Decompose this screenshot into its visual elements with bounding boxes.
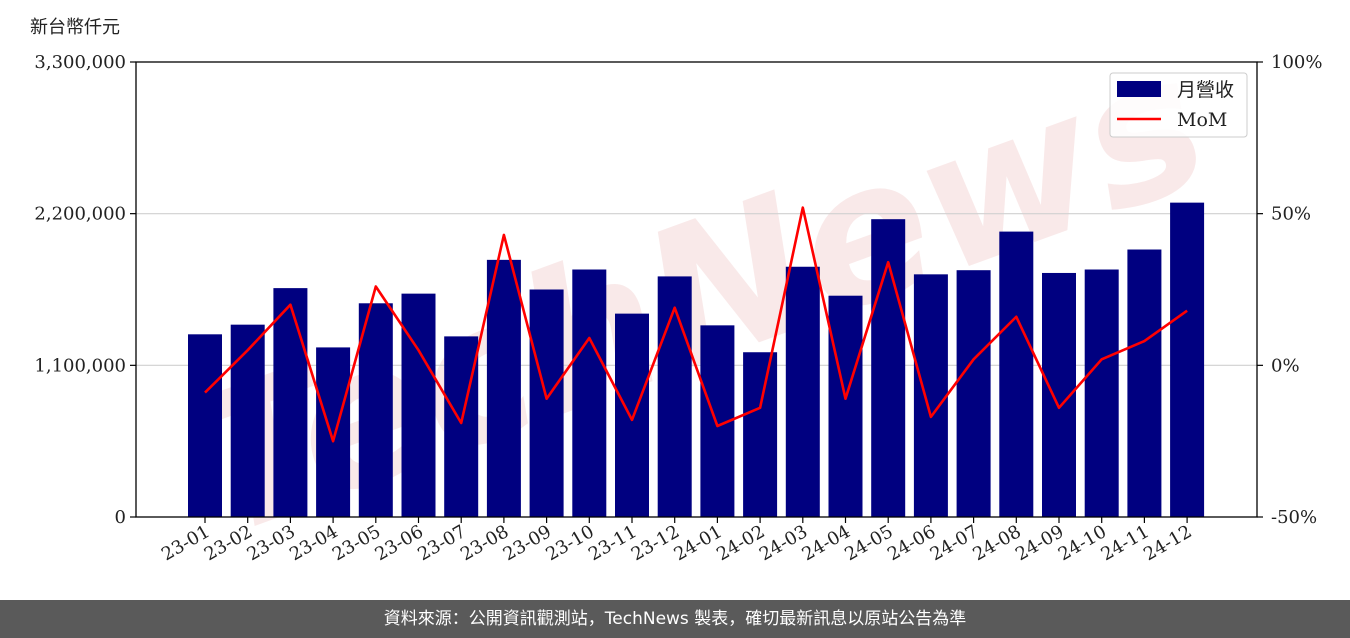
mom-line bbox=[204, 206, 1188, 443]
x-tick-label: 24-11 bbox=[1097, 521, 1152, 565]
x-tick-label: 24-09 bbox=[1012, 521, 1067, 565]
legend-bar-label: 月營收 bbox=[1177, 79, 1234, 101]
bar bbox=[871, 219, 906, 517]
x-tick-label: 24-06 bbox=[884, 521, 939, 565]
bar bbox=[743, 352, 778, 517]
bar bbox=[486, 259, 521, 517]
bar bbox=[273, 288, 308, 517]
bar-series bbox=[188, 202, 1205, 518]
bar bbox=[358, 303, 393, 517]
x-tick-label: 23-01 bbox=[158, 521, 213, 565]
bar bbox=[956, 270, 991, 517]
x-tick-label: 24-05 bbox=[841, 521, 896, 565]
bar bbox=[401, 293, 436, 517]
right-tick-label: 100% bbox=[1271, 52, 1322, 73]
x-tick-label: 23-10 bbox=[542, 521, 597, 565]
x-tick-label: 24-07 bbox=[927, 521, 982, 565]
bar bbox=[316, 347, 351, 517]
bar bbox=[572, 269, 607, 517]
source-footer: 資料來源：公開資訊觀測站，TechNews 製表，確切最新訊息以原站公告為準 bbox=[0, 600, 1350, 638]
left-tick-label: 0 bbox=[115, 507, 126, 528]
x-tick-label: 24-08 bbox=[969, 521, 1024, 565]
left-tick-label: 3,300,000 bbox=[34, 52, 126, 73]
bar bbox=[1127, 249, 1162, 518]
x-tick-label: 24-02 bbox=[713, 521, 768, 565]
bar bbox=[444, 336, 479, 517]
bar bbox=[657, 276, 692, 517]
plot-frame bbox=[135, 61, 1258, 518]
bar bbox=[188, 334, 222, 517]
left-tick-label: 2,200,000 bbox=[34, 204, 126, 225]
right-tick-label: 50% bbox=[1271, 204, 1311, 225]
bar bbox=[999, 231, 1034, 517]
unit-label: 新台幣仟元 bbox=[30, 17, 120, 38]
x-tick-label: 24-01 bbox=[670, 521, 725, 565]
x-tick-label: 23-08 bbox=[457, 521, 512, 565]
x-tick-label: 24-12 bbox=[1140, 521, 1195, 565]
bar bbox=[828, 295, 863, 517]
bar bbox=[615, 313, 649, 517]
x-tick-label: 23-11 bbox=[585, 521, 640, 565]
x-tick-label: 24-03 bbox=[756, 521, 811, 565]
legend-line-label: MoM bbox=[1177, 109, 1227, 131]
legend: 月營收 MoM bbox=[1109, 72, 1248, 138]
mom-line-series bbox=[204, 206, 1188, 443]
x-tick-label: 24-04 bbox=[799, 521, 854, 565]
bar bbox=[529, 289, 564, 517]
right-tick-label: -50% bbox=[1271, 507, 1317, 528]
bar bbox=[1170, 202, 1205, 518]
bar bbox=[913, 274, 948, 517]
right-tick-label: 0% bbox=[1271, 355, 1300, 376]
x-tick-label: 23-07 bbox=[414, 521, 469, 565]
bar bbox=[230, 324, 265, 517]
right-axis: -50% 0% 50% 100% bbox=[1257, 52, 1322, 528]
x-tick-label: 23-09 bbox=[500, 521, 555, 565]
bar bbox=[785, 266, 820, 517]
legend-bar-swatch bbox=[1117, 81, 1161, 97]
left-axis: 0 1,100,000 2,200,000 3,300,000 bbox=[34, 52, 136, 528]
x-tick-label: 24-10 bbox=[1055, 521, 1110, 565]
left-tick-label: 1,100,000 bbox=[34, 355, 126, 376]
x-tick-label: 23-12 bbox=[628, 521, 683, 565]
bar bbox=[1084, 269, 1119, 517]
